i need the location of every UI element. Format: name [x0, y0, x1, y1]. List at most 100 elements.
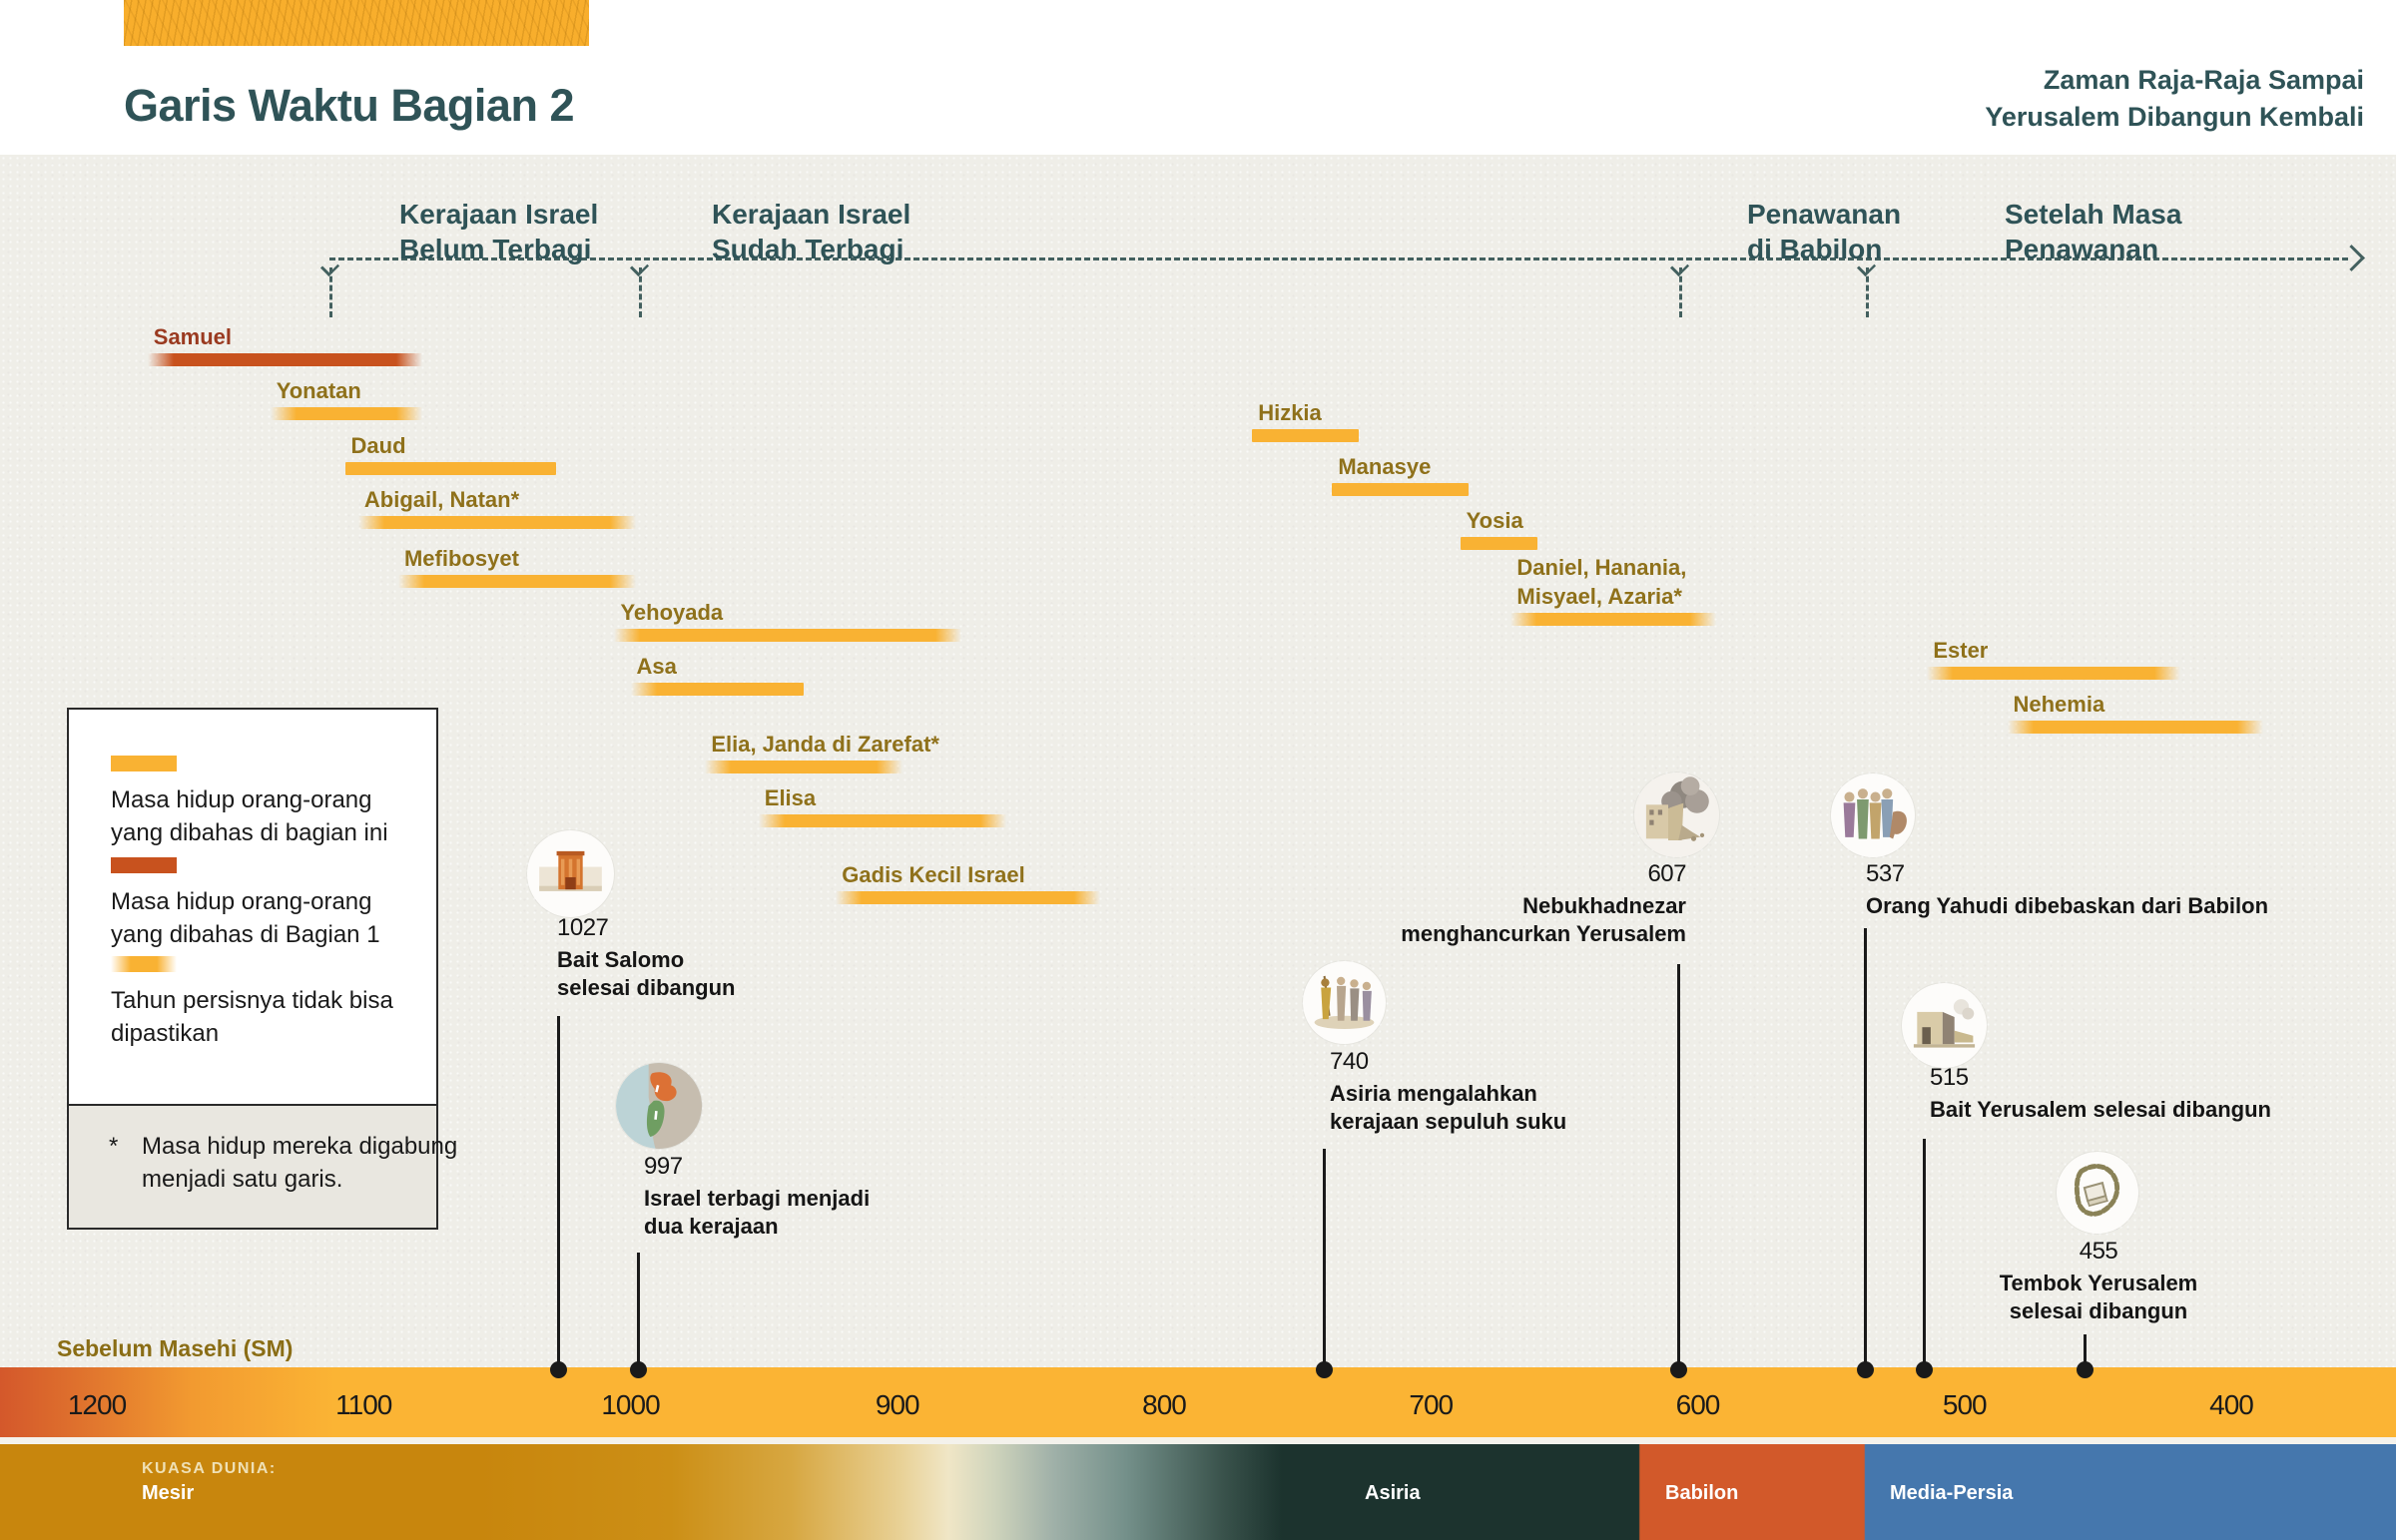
- event-dot: [1315, 1361, 1333, 1378]
- person-bar: [758, 814, 1007, 827]
- power-label-asiria: Asiria: [1365, 1482, 1421, 1504]
- event-annotation: 607 Nebukhadnezar menghancurkan Yerusalem: [1401, 860, 1686, 948]
- legend-footnote-box: * Masa hidup mereka digabung menjadi sat…: [67, 1104, 457, 1230]
- era-label-2: Kerajaan Israel Sudah Terbagi: [712, 199, 911, 264]
- axis-caption: Sebelum Masehi (SM): [57, 1335, 294, 1361]
- person-label: Abigail, Natan*: [363, 487, 520, 512]
- legend-footnote: * Masa hidup mereka digabung menjadi sat…: [109, 1130, 457, 1196]
- person-bar: [836, 891, 1100, 904]
- page-title: Garis Waktu Bagian 2: [124, 80, 574, 131]
- captives-icon: [1302, 960, 1386, 1044]
- person-bar: [630, 683, 805, 696]
- event-line: [1864, 928, 1868, 1371]
- jerusalem-destruction-icon: [1633, 771, 1719, 857]
- event-description: Orang Yahudi dibebaskan dari Babilon: [1866, 893, 2269, 918]
- person-bar: [1510, 613, 1717, 626]
- era-divider: [328, 267, 332, 317]
- event-dot: [549, 1361, 567, 1378]
- axis-tick: 1000: [601, 1389, 660, 1420]
- event-annotation: 740 Asiria mengalahkan kerajaan sepuluh s…: [1330, 1048, 1566, 1136]
- jerusalem-walls-icon: [2057, 1152, 2138, 1234]
- power-label-mesir: Mesir: [142, 1482, 195, 1504]
- event-annotation: 537 Orang Yahudi dibebaskan dari Babilon: [1866, 860, 2268, 920]
- event-description: Bait Yerusalem selesai dibangun: [1930, 1097, 2271, 1122]
- legend-swatch-yellow: [111, 756, 177, 771]
- rebuilt-temple-icon: [1901, 982, 1987, 1068]
- legend-text: Masa hidup orang-orang yang dibahas di b…: [111, 786, 388, 846]
- event-description: Israel terbagi menjadi dua kerajaan: [644, 1186, 871, 1239]
- person-bar: [1332, 483, 1469, 496]
- event-dot: [1857, 1361, 1875, 1378]
- event-annotation: 1027 Bait Salomo selesai dibangun: [557, 914, 736, 1002]
- era-divider: [1678, 267, 1682, 317]
- person-label: Asa: [636, 654, 677, 679]
- era-divider: [638, 267, 642, 317]
- world-powers-caption: KUASA DUNIA:: [142, 1460, 277, 1477]
- event-year: 537: [1866, 860, 1905, 887]
- power-label-media-persia: Media-Persia: [1890, 1482, 2014, 1504]
- solomon-temple-icon: [526, 829, 614, 917]
- event-line: [2083, 1334, 2087, 1371]
- event-dot: [1670, 1361, 1688, 1378]
- divided-kingdom-map-icon: [616, 1063, 702, 1149]
- axis-tick: 1200: [67, 1389, 127, 1420]
- legend-box: * Masa hidup mereka digabung menjadi sat…: [67, 708, 457, 1230]
- subtitle-line1: Zaman Raja-Raja Sampai: [2043, 65, 2364, 95]
- person-bar: [397, 575, 636, 588]
- person-label: Yonatan: [276, 378, 361, 403]
- world-powers-band: KUASA DUNIA: Mesir Asiria Babilon Media-Per…: [0, 1444, 2396, 1540]
- person-bar: [705, 761, 903, 773]
- event-description: Bait Salomo selesai dibangun: [557, 947, 736, 1000]
- event-dot: [630, 1361, 648, 1378]
- event-line: [637, 1253, 641, 1371]
- event-year: 997: [644, 1153, 683, 1180]
- person-label: Yosia: [1466, 508, 1523, 533]
- legend-text: Tahun persisnya tidak bisa dipastikan: [111, 987, 393, 1047]
- event-dot: [2076, 1361, 2094, 1378]
- year-axis-band: [0, 1367, 2396, 1437]
- era-label-4: Setelah Masa Penawanan: [2005, 199, 2182, 264]
- person-bar: [1927, 667, 2181, 680]
- person-bar: [1460, 537, 1538, 550]
- axis-tick: 1100: [335, 1389, 392, 1420]
- axis-tick: 600: [1675, 1389, 1721, 1420]
- event-line: [556, 1016, 560, 1371]
- person-bar: [147, 353, 423, 366]
- person-bar: [357, 516, 636, 529]
- asterisk-mark: *: [109, 1133, 119, 1160]
- person-label: Samuel: [153, 324, 233, 349]
- person-label: Hizkia: [1258, 400, 1322, 425]
- event-annotation: 997 Israel terbagi menjadi dua kerajaan: [644, 1153, 870, 1241]
- legend-text: Masa hidup orang-orang yang dibahas di B…: [111, 888, 380, 948]
- era-dashed-line: [329, 257, 2348, 260]
- legend-swatch-orange: [111, 857, 177, 873]
- event-description: Asiria mengalahkan kerajaan sepuluh suku: [1330, 1081, 1567, 1134]
- page-subtitle: Zaman Raja-Raja Sampai Yerusalem Dibangu…: [1985, 62, 2364, 136]
- freed-people-icon: [1831, 773, 1915, 857]
- subtitle-line2: Yerusalem Dibangun Kembali: [1985, 102, 2364, 132]
- event-dot: [1916, 1361, 1934, 1378]
- axis-tick: 800: [1142, 1389, 1187, 1420]
- footnote-text: Masa hidup mereka digabung menjadi satu …: [142, 1133, 458, 1193]
- event-description: Tembok Yerusalem selesai dibangun: [1999, 1271, 2198, 1323]
- event-line: [1677, 964, 1681, 1371]
- person-bar: [2007, 721, 2264, 734]
- axis-gap-strip: [0, 1437, 2396, 1444]
- event-line: [1923, 1139, 1927, 1371]
- decorative-pattern-band: [124, 0, 589, 46]
- axis-tick: 900: [875, 1389, 920, 1420]
- era-label-3: Penawanan di Babilon: [1747, 199, 1902, 264]
- event-year: 740: [1330, 1048, 1369, 1075]
- person-label: Elisa: [764, 785, 817, 810]
- power-label-babilon: Babilon: [1665, 1482, 1739, 1504]
- event-year: 515: [1930, 1064, 1969, 1091]
- legend-swatch-faded: [111, 956, 177, 972]
- era-divider: [1865, 267, 1869, 317]
- event-annotation: 515 Bait Yerusalem selesai dibangun: [1930, 1064, 2271, 1124]
- event-annotation: 455 Tembok Yerusalem selesai dibangun: [2000, 1238, 2198, 1325]
- era-label-1: Kerajaan Israel Belum Terbagi: [399, 199, 599, 264]
- event-line: [1322, 1149, 1326, 1371]
- person-label: Daniel, Hanania, Misyael, Azaria*: [1516, 555, 1687, 609]
- axis-tick: 400: [2209, 1389, 2254, 1420]
